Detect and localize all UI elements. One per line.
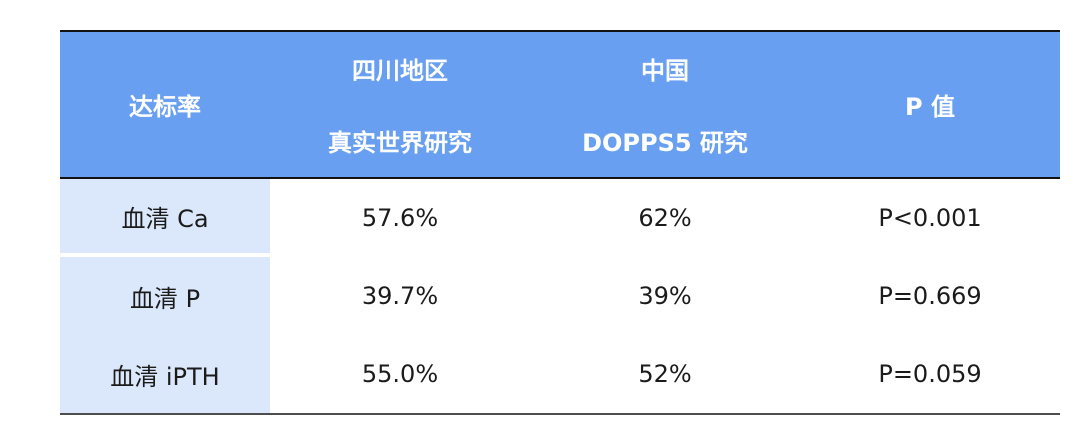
table-top-rule <box>60 30 1060 32</box>
header-cell-sichuan: 四川地区 真实世界研究 <box>270 32 530 177</box>
pvalue: P=0.669 <box>878 282 982 310</box>
china-value: 52% <box>638 360 692 388</box>
sichuan-value: 55.0% <box>361 360 439 388</box>
china-value: 39% <box>638 282 692 310</box>
header-label-rate: 达标率 <box>129 93 201 121</box>
row-label-cell: 血清 P <box>60 257 270 335</box>
header-cell-pvalue: P 值 <box>800 32 1060 177</box>
sichuan-value-cell: 57.6% <box>270 179 530 257</box>
table-header-row: 达标率 四川地区 真实世界研究 中国 DOPPS5 研究 P 值 <box>60 32 1060 179</box>
row-label-cell: 血清 Ca <box>60 179 270 257</box>
sichuan-value-cell: 55.0% <box>270 335 530 413</box>
row-label-cell: 血清 iPTH <box>60 335 270 413</box>
pvalue: P=0.059 <box>878 360 982 388</box>
china-value-cell: 39% <box>530 257 800 335</box>
pvalue-cell: P=0.669 <box>800 257 1060 335</box>
header-cell-china: 中国 DOPPS5 研究 <box>530 32 800 177</box>
table-row-serum-ca: 血清 Ca 57.6% 62% P<0.001 <box>60 179 1060 257</box>
row-label: 血清 iPTH <box>110 362 220 391</box>
comparison-table: 达标率 四川地区 真实世界研究 中国 DOPPS5 研究 P 值 血清 Ca 5… <box>60 30 1060 415</box>
header-label-real-world-study: 真实世界研究 <box>328 129 472 158</box>
sichuan-value: 39.7% <box>361 282 439 310</box>
pvalue-cell: P<0.001 <box>800 179 1060 257</box>
pvalue: P<0.001 <box>878 204 982 232</box>
header-label-china: 中国 <box>641 56 689 85</box>
sichuan-value: 57.6% <box>361 204 439 232</box>
china-value-cell: 52% <box>530 335 800 413</box>
china-value: 62% <box>638 204 692 232</box>
header-cell-rate: 达标率 <box>60 32 270 177</box>
china-value-cell: 62% <box>530 179 800 257</box>
row-label: 血清 Ca <box>121 204 209 233</box>
sichuan-value-cell: 39.7% <box>270 257 530 335</box>
header-label-pvalue: P 值 <box>905 93 955 121</box>
header-label-sichuan-region: 四川地区 <box>352 56 448 85</box>
table-row-serum-ipth: 血清 iPTH 55.0% 52% P=0.059 <box>60 335 1060 413</box>
table-row-serum-p: 血清 P 39.7% 39% P=0.669 <box>60 257 1060 335</box>
header-label-dopps5-study: DOPPS5 研究 <box>582 129 748 158</box>
pvalue-cell: P=0.059 <box>800 335 1060 413</box>
table-bottom-rule <box>60 413 1060 415</box>
row-label: 血清 P <box>129 284 201 313</box>
